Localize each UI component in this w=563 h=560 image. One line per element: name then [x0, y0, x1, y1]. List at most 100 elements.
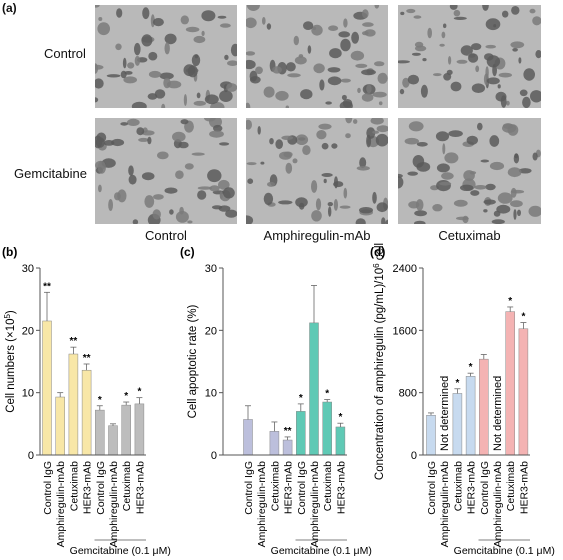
cell-cluster — [108, 199, 113, 211]
cell-cluster — [285, 162, 293, 174]
cell-cluster — [489, 135, 500, 147]
cell-cluster — [207, 169, 222, 183]
cell-cluster — [148, 70, 162, 78]
chart-apoptotic-rate: (c) 0 10 20 30 Cell apoptotic rate (%) Control… — [180, 245, 372, 557]
cell-cluster — [453, 16, 467, 20]
x-tick-label: HER3-mAb — [518, 461, 530, 514]
cell-cluster — [246, 17, 257, 29]
cell-cluster — [453, 199, 468, 207]
cell-cluster — [485, 18, 501, 31]
cell-cluster — [340, 38, 351, 52]
cell-cluster — [404, 137, 419, 145]
cell-cluster — [456, 59, 468, 64]
cell-cluster — [161, 103, 166, 108]
cell-cluster — [493, 24, 497, 28]
cell-cluster — [175, 211, 189, 223]
cell-cluster — [185, 26, 200, 33]
cell-cluster — [491, 219, 505, 224]
significance-mark: ** — [284, 426, 292, 437]
panel-label: (c) — [180, 245, 195, 259]
cell-cluster — [180, 119, 189, 125]
cell-cluster — [485, 183, 496, 191]
cell-cluster — [260, 161, 265, 165]
cell-cluster — [148, 51, 158, 61]
cell-cluster — [319, 79, 325, 91]
cell-cluster — [95, 78, 104, 89]
cell-cluster — [496, 204, 511, 214]
y-tick-label: 10 — [205, 388, 217, 400]
cell-cluster — [246, 215, 254, 224]
bar — [479, 358, 489, 456]
cell-cluster — [480, 159, 490, 163]
x-tick-label: HER3-mAb — [466, 461, 478, 514]
cell-cluster — [172, 131, 186, 142]
cell-cluster — [275, 90, 289, 101]
cell-cluster — [366, 84, 372, 94]
cell-cluster — [246, 119, 252, 130]
cell-cluster — [407, 171, 418, 176]
cell-cluster — [353, 119, 358, 124]
cell-cluster — [272, 66, 282, 74]
cell-cluster — [327, 76, 342, 86]
x-tick-label: Control IgG — [296, 461, 308, 515]
cell-cluster — [338, 31, 350, 38]
y-axis-label: Cell apoptotic rate (%) — [187, 304, 199, 418]
bar — [335, 426, 346, 456]
x-tick-label: Cetuximab — [269, 461, 281, 511]
cell-cluster — [372, 130, 379, 134]
x-tick-label: Cetuximab — [68, 461, 80, 511]
cell-cluster — [414, 41, 424, 48]
cell-cluster — [246, 59, 256, 70]
significance-mark: * — [124, 391, 128, 402]
cell-cluster — [128, 165, 134, 176]
cell-cluster — [489, 161, 505, 171]
cell-cluster — [267, 181, 276, 187]
cell-cluster — [477, 122, 483, 131]
group-label: Gemcitabine (0.1 μM) — [271, 545, 372, 557]
cell-cluster — [456, 216, 469, 221]
x-tick-label: HER3-mAb — [335, 461, 347, 514]
cell-cluster — [196, 92, 201, 99]
cell-cluster — [471, 83, 485, 93]
cell-cluster — [415, 199, 424, 211]
cell-cluster — [257, 126, 261, 135]
cell-cluster — [362, 9, 369, 19]
cell-cluster — [187, 220, 193, 224]
cell-cluster — [283, 151, 293, 158]
cell-cluster — [497, 84, 501, 89]
cell-cluster — [535, 50, 541, 59]
cell-cluster — [420, 84, 428, 98]
cell-cluster — [144, 195, 155, 208]
cell-cluster — [263, 192, 274, 205]
column-label-cetuximab: Cetuximab — [438, 228, 501, 243]
x-tick-label: Amphiregulin-mAb — [108, 461, 120, 548]
significance-mark: ** — [70, 336, 78, 347]
cell-cluster — [517, 209, 521, 216]
significance-mark: * — [137, 387, 141, 398]
x-tick-label: Amphiregulin-mAb — [55, 461, 67, 548]
cell-cluster — [295, 197, 308, 208]
cell-cluster — [327, 202, 333, 207]
cell-cluster — [292, 158, 298, 164]
cell-cluster — [341, 94, 347, 101]
cell-cluster — [416, 162, 431, 172]
cell-cluster — [123, 76, 137, 84]
cell-cluster — [141, 130, 155, 136]
cell-cluster — [117, 189, 127, 203]
cell-cluster — [361, 69, 376, 76]
cell-cluster — [398, 60, 410, 64]
cell-cluster — [224, 54, 229, 61]
cell-cluster — [225, 209, 237, 218]
cell-cluster — [339, 205, 351, 209]
cell-cluster — [128, 174, 137, 185]
cell-cluster — [406, 8, 416, 14]
cell-cluster — [362, 22, 374, 27]
cell-cluster — [399, 88, 405, 95]
cell-cluster — [325, 101, 332, 105]
cell-cluster — [400, 11, 405, 16]
cell-cluster — [351, 31, 359, 44]
cell-cluster — [191, 152, 205, 156]
bar — [269, 431, 280, 456]
cell-cluster — [95, 137, 105, 148]
